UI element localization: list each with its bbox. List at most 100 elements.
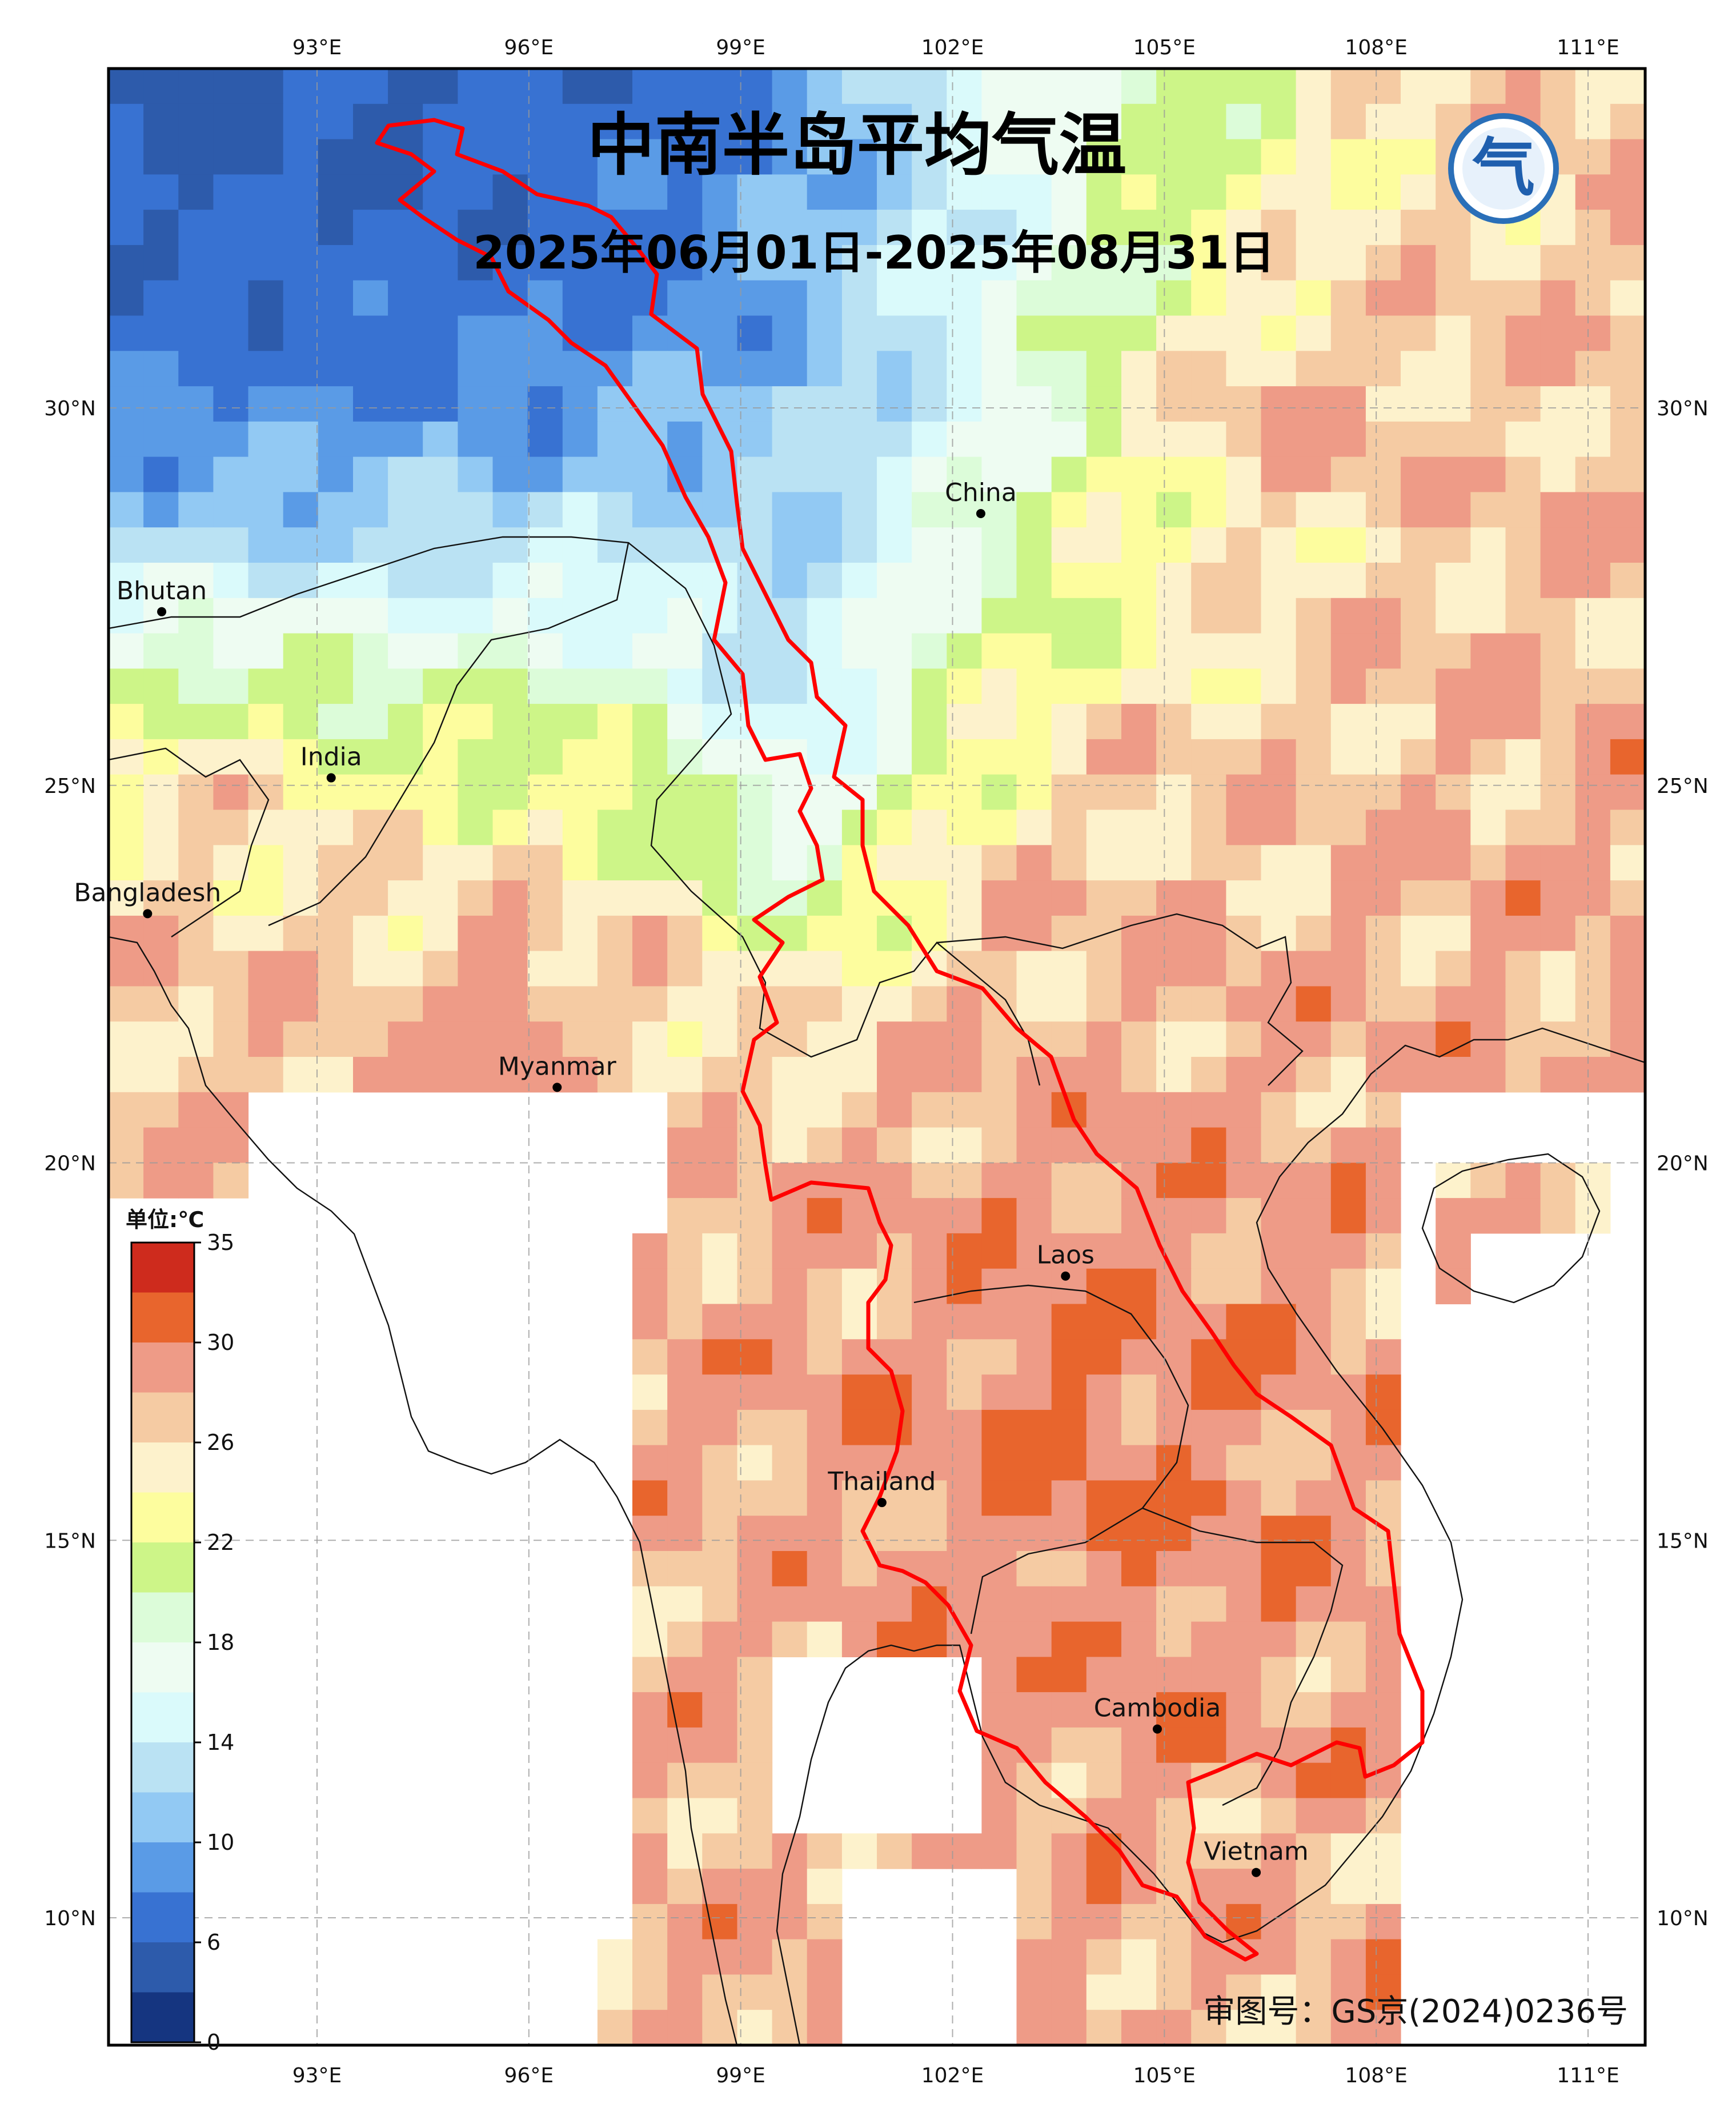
temperature-cell (562, 880, 598, 916)
temperature-cell (318, 69, 354, 105)
temperature-cell (1365, 1833, 1401, 1869)
temperature-cell (1156, 668, 1192, 704)
temperature-cell (1365, 139, 1401, 175)
temperature-cell (318, 986, 354, 1022)
temperature-cell (178, 245, 214, 281)
temperature-cell (1540, 386, 1576, 422)
temperature-cell (1330, 1092, 1366, 1128)
temperature-cell (248, 563, 284, 599)
temperature-cell (1470, 739, 1506, 775)
temperature-cell (283, 139, 319, 175)
temperature-cell (213, 739, 249, 775)
temperature-cell (388, 492, 423, 528)
temperature-cell (702, 210, 737, 246)
temperature-cell (667, 1127, 703, 1163)
colorbar-swatch (131, 1992, 194, 2043)
temperature-cell (947, 774, 982, 811)
temperature-cell (1016, 1233, 1052, 1269)
temperature-cell (667, 774, 703, 811)
temperature-cell (1261, 1127, 1297, 1163)
colorbar-tick-label: 0 (207, 2030, 220, 2055)
temperature-cell (1330, 704, 1366, 740)
temperature-cell (1261, 1903, 1297, 1940)
temperature-cell (527, 598, 563, 634)
temperature-cell (1086, 633, 1122, 669)
temperature-cell (458, 986, 494, 1022)
temperature-cell (877, 986, 912, 1022)
temperature-cell (213, 1057, 249, 1093)
temperature-cell (1086, 1339, 1122, 1375)
temperature-cell (353, 668, 388, 704)
temperature-cell (1086, 1516, 1122, 1552)
temperature-cell (912, 280, 947, 316)
latitude-tick-label: 15°N (1657, 1529, 1709, 1553)
temperature-cell (1261, 69, 1297, 105)
temperature-cell (1226, 2010, 1262, 2045)
temperature-cell (1226, 1762, 1262, 1799)
temperature-cell (702, 1586, 737, 1622)
temperature-cell (737, 845, 773, 881)
temperature-cell (1436, 704, 1471, 740)
temperature-cell (1086, 139, 1122, 175)
temperature-cell (1330, 315, 1366, 351)
temperature-cell (981, 1021, 1017, 1057)
temperature-cell (248, 245, 284, 281)
temperature-cell (283, 456, 319, 492)
colorbar-swatch (131, 1492, 194, 1543)
temperature-cell (737, 139, 773, 175)
temperature-cell (1540, 563, 1576, 599)
temperature-cell (1610, 880, 1645, 916)
temperature-cell (1086, 1692, 1122, 1728)
temperature-cell (981, 1304, 1017, 1340)
temperature-cell (1156, 1092, 1192, 1128)
temperature-cell (597, 456, 633, 492)
temperature-cell (492, 456, 528, 492)
temperature-cell (248, 139, 284, 175)
temperature-cell (737, 456, 773, 492)
temperature-cell (667, 1586, 703, 1622)
temperature-cell (1505, 986, 1541, 1022)
temperature-cell (318, 174, 354, 210)
latitude-tick-label: 20°N (44, 1152, 96, 1176)
temperature-cell (318, 351, 354, 387)
temperature-cell (1540, 880, 1576, 916)
temperature-cell (562, 456, 598, 492)
temperature-cell (1156, 1127, 1192, 1163)
temperature-cell (318, 1057, 354, 1093)
temperature-cell (667, 1974, 703, 2010)
temperature-cell (877, 421, 912, 458)
temperature-cell (807, 1621, 843, 1657)
temperature-cell (1575, 915, 1611, 952)
temperature-cell (877, 951, 912, 987)
temperature-cell (772, 845, 808, 881)
longitude-tick-label: 111°E (1557, 2064, 1619, 2087)
temperature-cell (1330, 1057, 1366, 1093)
temperature-cell (877, 139, 912, 175)
temperature-cell (283, 315, 319, 351)
temperature-cell (1156, 1621, 1192, 1657)
temperature-cell (807, 845, 843, 881)
temperature-cell (737, 1727, 773, 1764)
temperature-cell (1121, 1974, 1157, 2010)
temperature-cell (562, 774, 598, 811)
temperature-cell (702, 880, 737, 916)
temperature-cell (1330, 880, 1366, 916)
temperature-cell (213, 280, 249, 316)
temperature-cell (178, 633, 214, 669)
temperature-cell (912, 1445, 947, 1481)
temperature-cell (1365, 668, 1401, 704)
map-title: 中南半岛平均气温 (587, 106, 1126, 185)
temperature-cell (1261, 421, 1297, 458)
temperature-cell (981, 845, 1017, 881)
temperature-cell (527, 986, 563, 1022)
temperature-cell (1296, 809, 1332, 845)
temperature-cell (248, 280, 284, 316)
temperature-cell (737, 1869, 773, 1905)
temperature-cell (841, 598, 877, 634)
temperature-cell (632, 1233, 668, 1269)
place-label: Bhutan (117, 576, 207, 606)
temperature-cell (1051, 1374, 1087, 1410)
temperature-cell (702, 1798, 737, 1834)
temperature-cell (1086, 1869, 1122, 1905)
temperature-cell (213, 774, 249, 811)
